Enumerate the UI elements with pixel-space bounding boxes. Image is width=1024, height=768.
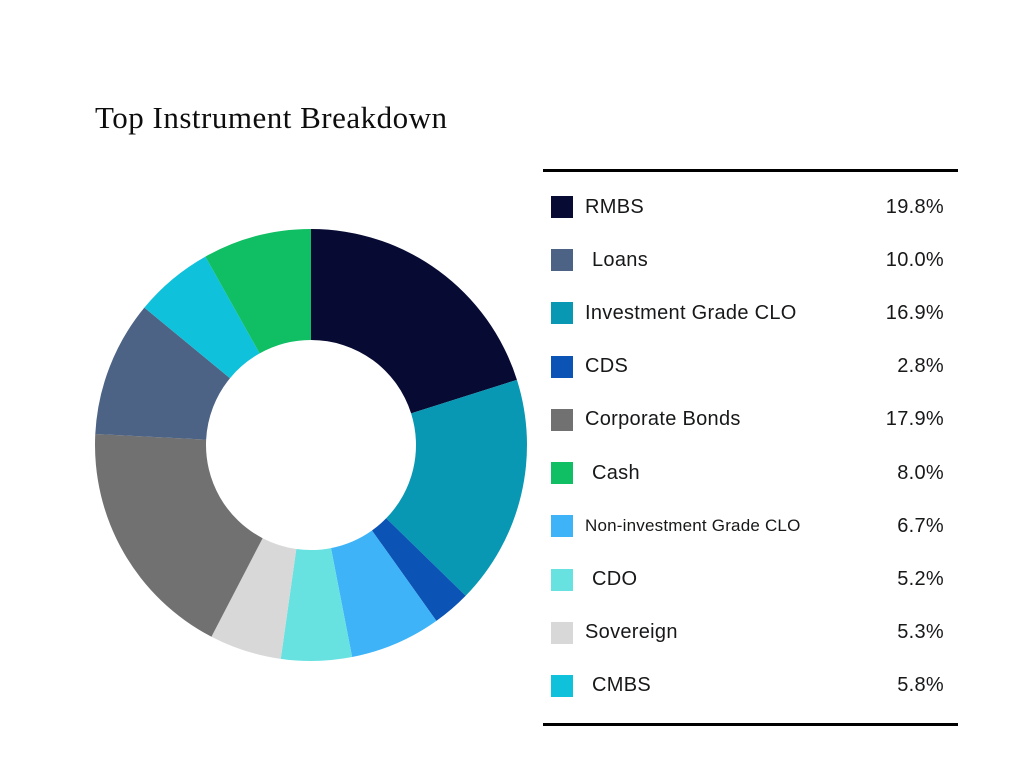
legend-swatch-loans (551, 249, 573, 272)
pie-slice-cdo (280, 548, 353, 661)
pie-slice-rmbs (311, 229, 517, 414)
legend-value-cdo: 5.2% (897, 568, 944, 591)
pie-slice-non-investment-grade-clo (330, 530, 437, 658)
legend-label-sovereign: Sovereign (585, 621, 678, 644)
legend-swatch-cash (551, 462, 573, 485)
legend-item-cash: Cash 8.0% (551, 460, 944, 486)
legend-item-non-investment-grade-clo: Non-investment Grade CLO 6.7% (551, 513, 944, 539)
legend-value-loans: 10.0% (885, 248, 944, 271)
legend-swatch-rmbs (551, 196, 573, 218)
legend-item-cds: CDS 2.8% (551, 354, 944, 380)
pie-slice-sovereign (211, 538, 297, 659)
legend-label-cash: Cash (592, 461, 640, 484)
pie-slice-cds (371, 518, 466, 621)
legend-item-investment-grade-clo: Investment Grade CLO 16.9% (551, 300, 944, 326)
pie-slice-investment-grade-clo (386, 379, 527, 596)
legend-swatch-sovereign (551, 621, 573, 644)
legend-value-rmbs: 19.8% (885, 195, 944, 218)
legend-value-cmbs: 5.8% (897, 674, 944, 697)
legend-value-cash: 8.0% (897, 461, 944, 484)
legend-label-cmbs: CMBS (592, 674, 651, 697)
pie-slice-corporate-bonds (94, 433, 263, 637)
legend-value-corporate-bonds: 17.9% (885, 408, 944, 431)
legend-item-loans: Loans 10.0% (551, 247, 944, 273)
legend-swatch-cds (551, 355, 573, 378)
legend-swatch-cdo (551, 568, 573, 591)
legend-value-sovereign: 5.3% (897, 621, 944, 644)
legend-label-corporate-bonds: Corporate Bonds (585, 408, 741, 431)
legend-item-rmbs: RMBS 19.8% (551, 194, 944, 220)
legend-label-investment-grade-clo: Investment Grade CLO (585, 301, 797, 324)
chart-title: Top Instrument Breakdown (95, 100, 448, 135)
pie-slice-loans (95, 307, 230, 440)
legend-swatch-corporate-bonds (551, 408, 573, 431)
legend-item-cdo: CDO 5.2% (551, 567, 944, 593)
legend-label-cds: CDS (585, 355, 629, 378)
pie-slice-cmbs (144, 256, 260, 379)
legend-label-rmbs: RMBS (585, 195, 644, 218)
legend-item-cmbs: CMBS 5.8% (551, 673, 944, 699)
legend-item-corporate-bonds: Corporate Bonds 17.9% (551, 407, 944, 433)
legend-value-cds: 2.8% (897, 355, 944, 378)
legend-label-loans: Loans (592, 248, 648, 271)
legend-value-investment-grade-clo: 16.9% (885, 301, 944, 324)
donut-chart-svg (94, 229, 527, 661)
legend-label-cdo: CDO (592, 568, 638, 591)
legend-swatch-non-investment-grade-clo (551, 515, 573, 538)
legend-item-sovereign: Sovereign 5.3% (551, 620, 944, 646)
donut-chart (85, 219, 537, 671)
legend-value-non-investment-grade-clo: 6.7% (897, 514, 944, 537)
chart-legend: RMBS 19.8% Loans 10.0% Investment Grade … (543, 169, 958, 726)
legend-swatch-cmbs (551, 674, 573, 697)
pie-slice-cash (205, 229, 311, 354)
legend-swatch-investment-grade-clo (551, 302, 573, 325)
legend-label-non-investment-grade-clo: Non-investment Grade CLO (585, 516, 801, 536)
